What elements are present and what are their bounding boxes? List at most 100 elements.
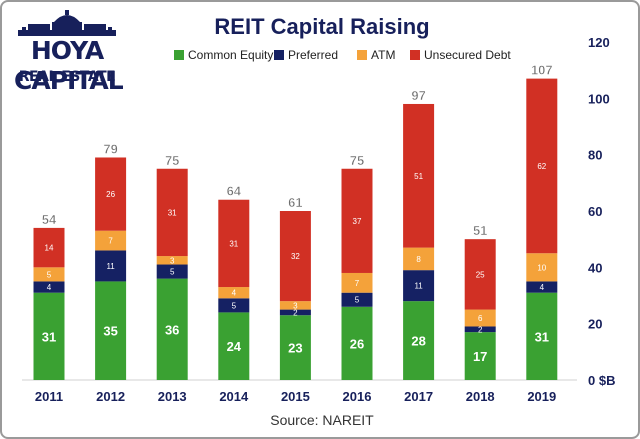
data-label-unsecured-debt: 31 xyxy=(168,208,177,217)
logo-text-line1: HOYA CAPITAL xyxy=(14,36,124,95)
bar-segment-common-equity xyxy=(279,315,311,380)
bar-segment-preferred xyxy=(279,309,311,316)
data-label-preferred: 2 xyxy=(478,325,483,334)
x-tick-label: 2015 xyxy=(281,389,310,404)
x-tick-label: 2018 xyxy=(466,389,495,404)
capitol-skyline-icon xyxy=(18,10,116,36)
legend-item-common-equity: Common Equity xyxy=(174,48,273,62)
bar-segment-atm xyxy=(341,272,373,293)
bar-segment-unsecured-debt xyxy=(95,157,127,231)
bar-segment-unsecured-debt xyxy=(279,211,311,302)
bar-segment-unsecured-debt xyxy=(403,103,435,248)
y-tick-label: 100 xyxy=(588,91,610,106)
legend-label-unsecured-debt: Unsecured Debt xyxy=(424,48,511,62)
data-label-atm: 4 xyxy=(232,289,237,298)
legend-swatch-preferred xyxy=(274,50,284,60)
bar-segment-common-equity xyxy=(526,292,558,380)
y-tick-label: 0 $B xyxy=(588,373,615,388)
chart-title: REIT Capital Raising xyxy=(214,14,430,39)
x-tick-label: 2019 xyxy=(527,389,556,404)
bar-segment-common-equity xyxy=(464,332,496,380)
x-tick-label: 2017 xyxy=(404,389,433,404)
bar-segment-preferred xyxy=(95,250,127,282)
data-label-common-equity: 35 xyxy=(103,324,117,339)
data-label-unsecured-debt: 31 xyxy=(229,239,238,248)
data-label-preferred: 11 xyxy=(414,282,423,291)
data-label-common-equity: 31 xyxy=(42,329,56,344)
data-label-atm: 3 xyxy=(293,301,298,310)
legend-label-atm: ATM xyxy=(371,48,396,62)
data-label-preferred: 5 xyxy=(170,268,175,277)
bar-segment-common-equity xyxy=(95,281,127,380)
data-label-unsecured-debt: 25 xyxy=(476,270,485,279)
bar-segment-atm xyxy=(156,256,188,265)
data-label-preferred: 4 xyxy=(540,283,545,292)
data-label-atm: 3 xyxy=(170,256,175,265)
legend-label-common-equity: Common Equity xyxy=(188,48,274,62)
data-label-common-equity: 26 xyxy=(350,336,364,351)
data-label-atm: 5 xyxy=(47,270,52,279)
data-label-common-equity: 31 xyxy=(535,329,549,344)
bar-segment-atm xyxy=(526,253,558,282)
x-tick-label: 2013 xyxy=(158,389,187,404)
bar-segment-preferred xyxy=(218,298,250,313)
total-label: 51 xyxy=(473,223,487,238)
bar-segment-preferred xyxy=(156,264,188,279)
data-label-unsecured-debt: 62 xyxy=(537,162,546,171)
bar-segment-unsecured-debt xyxy=(464,239,496,310)
bar-segment-unsecured-debt xyxy=(218,199,250,288)
x-tick-label: 2014 xyxy=(219,389,249,404)
legend-swatch-unsecured-debt xyxy=(410,50,420,60)
bar-segment-atm xyxy=(218,287,250,299)
y-tick-label: 20 xyxy=(588,317,602,332)
legend-item-unsecured-debt: Unsecured Debt xyxy=(410,48,511,62)
bar-segment-atm xyxy=(403,247,435,271)
bar-segment-preferred xyxy=(341,292,373,307)
legend-item-preferred: Preferred xyxy=(274,48,338,62)
data-label-preferred: 5 xyxy=(355,296,360,305)
legend-swatch-atm xyxy=(357,50,367,60)
data-label-preferred: 4 xyxy=(47,283,52,292)
bar-segment-preferred xyxy=(526,281,558,293)
source-note: Source: NAREIT xyxy=(270,412,374,428)
data-label-atm: 8 xyxy=(416,255,421,264)
bar-segment-atm xyxy=(95,230,127,251)
bar-segment-preferred xyxy=(464,326,496,333)
bar-segment-unsecured-debt xyxy=(156,168,188,257)
data-label-common-equity: 17 xyxy=(473,349,487,364)
data-label-common-equity: 28 xyxy=(411,334,425,349)
data-label-unsecured-debt: 32 xyxy=(291,252,300,261)
data-label-atm: 7 xyxy=(108,237,113,246)
y-tick-label: 40 xyxy=(588,260,602,275)
bar-segment-common-equity xyxy=(156,278,188,380)
total-label: 97 xyxy=(411,88,425,103)
total-label: 64 xyxy=(227,184,242,199)
x-tick-label: 2012 xyxy=(96,389,125,404)
data-label-unsecured-debt: 14 xyxy=(45,244,54,253)
x-tick-label: 2011 xyxy=(35,389,63,404)
bar-segment-unsecured-debt xyxy=(526,78,558,254)
bar-segment-unsecured-debt xyxy=(33,227,65,268)
bar-segment-atm xyxy=(33,267,65,282)
bar-segment-common-equity xyxy=(403,301,435,380)
total-label: 79 xyxy=(103,141,117,156)
bar-segment-common-equity xyxy=(218,312,250,380)
y-tick-label: 120 xyxy=(588,35,610,50)
bar-segment-preferred xyxy=(33,281,65,293)
legend-label-preferred: Preferred xyxy=(288,48,339,62)
bar-segment-atm xyxy=(464,309,496,327)
data-label-atm: 10 xyxy=(537,263,546,272)
data-label-preferred: 2 xyxy=(293,308,298,317)
bar-segment-preferred xyxy=(403,270,435,302)
total-label: 75 xyxy=(165,153,179,168)
total-label: 54 xyxy=(42,212,57,227)
y-tick-label: 80 xyxy=(588,148,602,163)
logo-text-line2: REAL ESTATE xyxy=(18,69,116,85)
bar-segment-atm xyxy=(279,301,311,310)
data-label-preferred: 5 xyxy=(232,301,237,310)
hoya-capital-logo: HOYA CAPITAL REAL ESTATE xyxy=(14,10,124,96)
data-label-unsecured-debt: 26 xyxy=(106,190,115,199)
data-label-common-equity: 24 xyxy=(227,339,242,354)
data-label-unsecured-debt: 37 xyxy=(353,217,362,226)
